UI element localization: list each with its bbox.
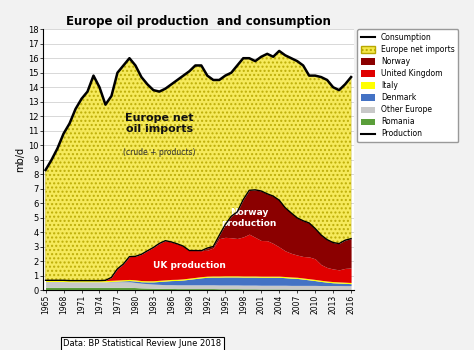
Legend: Consumption, Europe net imports, Norway, United Kingdom, Italy, Denmark, Other E: Consumption, Europe net imports, Norway,… [357,29,458,142]
Text: (crude + products): (crude + products) [123,148,196,157]
Text: Norway
production: Norway production [221,208,277,228]
Y-axis label: mb/d: mb/d [15,147,25,173]
Text: Europe net
oil imports: Europe net oil imports [125,113,194,134]
Text: Data: BP Statistical Review June 2018: Data: BP Statistical Review June 2018 [63,339,221,348]
Title: Europe oil production  and consumption: Europe oil production and consumption [66,15,331,28]
Text: UK production: UK production [153,261,226,270]
